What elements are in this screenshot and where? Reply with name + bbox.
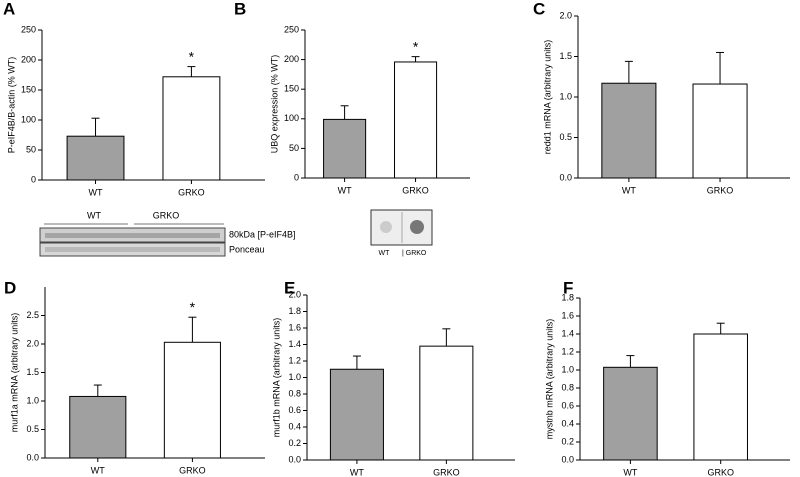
y-tick-label: 0.4 <box>561 418 574 428</box>
y-tick-label: 0 <box>294 172 299 182</box>
y-tick-label: 2.0 <box>559 10 572 20</box>
y-tick-label: 50 <box>289 143 299 153</box>
panel-letter: C <box>533 0 545 18</box>
y-tick-label: 0.6 <box>561 400 574 410</box>
panel-letter: B <box>234 0 246 18</box>
y-tick-label: 0.6 <box>288 405 301 415</box>
y-tick-label: 0.5 <box>559 132 572 142</box>
x-tick-label: GRKO <box>433 467 460 477</box>
bar <box>323 118 367 179</box>
y-tick-label: 0.0 <box>561 454 574 464</box>
y-tick-label: 200 <box>21 54 36 64</box>
y-tick-label: 0.0 <box>26 452 39 462</box>
y-tick-label: 0 <box>31 174 36 184</box>
y-axis-label: mystnb mRNA (arbitrary units) <box>544 319 554 440</box>
y-tick-label: 0.0 <box>288 454 301 464</box>
y-tick-label: 0.4 <box>288 421 301 431</box>
y-tick-label: 1.6 <box>561 310 574 320</box>
bar <box>692 83 748 179</box>
blot-label: 80kDa [P-eIF4B] <box>229 229 296 239</box>
bar <box>603 366 658 461</box>
western-blot: WT GRKO 80kDa [P-eIF4B] Ponceau <box>39 210 296 257</box>
bar <box>419 345 474 461</box>
x-tick-label: WT <box>89 187 103 197</box>
y-tick-label: 250 <box>284 24 299 34</box>
x-tick-label: WT <box>622 185 636 195</box>
y-tick-label: 1.5 <box>26 367 39 377</box>
y-axis-label: murf1b mRNA (arbitrary units) <box>271 318 281 438</box>
y-tick-label: 200 <box>284 54 299 64</box>
x-tick-label: GRKO <box>707 185 734 195</box>
y-tick-label: 1.0 <box>26 395 39 405</box>
y-tick-label: 1.5 <box>559 51 572 61</box>
y-tick-label: 100 <box>284 113 299 123</box>
y-tick-label: 1.2 <box>561 346 574 356</box>
blot-label: WT <box>87 210 101 220</box>
y-tick-label: 1.6 <box>288 322 301 332</box>
y-tick-label: 150 <box>284 84 299 94</box>
y-tick-label: 0.2 <box>288 438 301 448</box>
y-axis-label: redd1 mRNA (arbitrary units) <box>542 40 552 155</box>
significance-marker: * <box>190 299 196 315</box>
y-tick-label: 0.8 <box>288 388 301 398</box>
panel-letter: F <box>563 278 573 297</box>
panel-letter: D <box>4 278 16 297</box>
x-tick-label: GRKO <box>707 467 734 477</box>
blot-label: | GRKO <box>402 250 427 257</box>
y-tick-label: 50 <box>26 144 36 154</box>
x-tick-label: GRKO <box>179 465 206 475</box>
y-tick-label: 100 <box>21 114 36 124</box>
bar <box>693 333 748 461</box>
blot-band <box>45 233 220 238</box>
bar <box>394 61 438 179</box>
blot-dot <box>410 220 424 234</box>
blot-band <box>45 247 220 252</box>
significance-marker: * <box>189 48 195 64</box>
panel-letter: E <box>284 278 295 297</box>
y-tick-label: 1.8 <box>561 292 574 302</box>
x-tick-label: GRKO <box>178 187 205 197</box>
blot-label: GRKO <box>153 210 180 220</box>
x-tick-label: GRKO <box>402 185 429 195</box>
y-axis-label: murf1a mRNA (arbitrary units) <box>9 313 19 433</box>
x-tick-label: WT <box>338 185 352 195</box>
bar <box>162 76 221 181</box>
dot-blot: WT | GRKO <box>370 209 433 257</box>
y-tick-label: 2.0 <box>288 289 301 299</box>
y-axis-label: UBQ expression (% WT) <box>269 55 279 154</box>
y-tick-label: 2.0 <box>26 338 39 348</box>
bar <box>163 341 221 459</box>
blot-dot <box>380 221 392 233</box>
x-tick-label: WT <box>623 467 637 477</box>
y-tick-label: 2.5 <box>26 310 39 320</box>
x-tick-label: WT <box>350 467 364 477</box>
panel-letter: A <box>3 0 15 18</box>
y-tick-label: 150 <box>21 84 36 94</box>
bar <box>66 135 125 181</box>
y-tick-label: 1.4 <box>561 328 574 338</box>
y-tick-label: 1.2 <box>288 355 301 365</box>
y-axis-label: P-eIF4B/B-actin (% WT) <box>6 57 16 154</box>
blot-label: WT <box>379 250 391 257</box>
significance-marker: * <box>413 38 419 54</box>
bar <box>69 395 127 459</box>
bar <box>601 82 657 179</box>
y-tick-label: 1.4 <box>288 339 301 349</box>
y-tick-label: 250 <box>21 24 36 34</box>
y-tick-label: 0.2 <box>561 436 574 446</box>
y-tick-label: 1.0 <box>288 372 301 382</box>
y-tick-label: 0.0 <box>559 172 572 182</box>
x-tick-label: WT <box>91 465 105 475</box>
y-tick-label: 0.5 <box>26 424 39 434</box>
y-tick-label: 1.8 <box>288 306 301 316</box>
y-tick-label: 1.0 <box>559 91 572 101</box>
y-tick-label: 0.8 <box>561 382 574 392</box>
y-tick-label: 1.0 <box>561 364 574 374</box>
bar <box>329 368 384 461</box>
blot-label: Ponceau <box>229 244 265 254</box>
